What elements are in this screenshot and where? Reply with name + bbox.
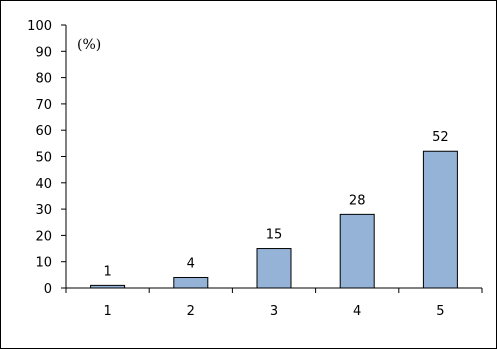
unit-label: (%) [77,37,101,53]
bar-5 [422,150,458,289]
data-label-5: 52 [432,130,449,145]
y-tick-label: 70 [35,98,52,113]
data-label-2: 4 [187,256,195,271]
y-tick-label: 40 [35,177,52,192]
data-label-3: 15 [266,228,283,243]
bars [90,150,458,289]
y-tick-label: 20 [35,229,52,244]
y-tick-label: 0 [44,282,52,297]
x-tick-label: 2 [187,304,195,319]
data-label-4: 28 [349,193,366,208]
y-tick-label: 80 [35,72,52,87]
bar-4 [339,213,375,289]
x-axis: 1 2 3 4 5 [65,287,483,319]
bar-3 [256,248,292,289]
bar-2 [173,276,209,289]
data-labels: 1 4 15 28 52 [103,130,448,279]
x-tick-label: 1 [103,304,111,319]
y-axis: 0 10 20 30 40 50 60 70 80 90 100 [27,19,67,297]
y-tick-label: 50 [35,151,52,166]
x-tick-label: 5 [436,304,444,319]
y-tick-label: 10 [35,256,52,271]
y-tick-label: 60 [35,124,52,139]
x-tick-label: 4 [353,304,361,319]
x-tick-label: 3 [270,304,278,319]
data-label-1: 1 [103,264,111,279]
y-tick-label: 90 [35,45,52,60]
y-tick-label: 30 [35,203,52,218]
bar-1 [90,284,126,289]
y-tick-label: 100 [27,19,52,34]
